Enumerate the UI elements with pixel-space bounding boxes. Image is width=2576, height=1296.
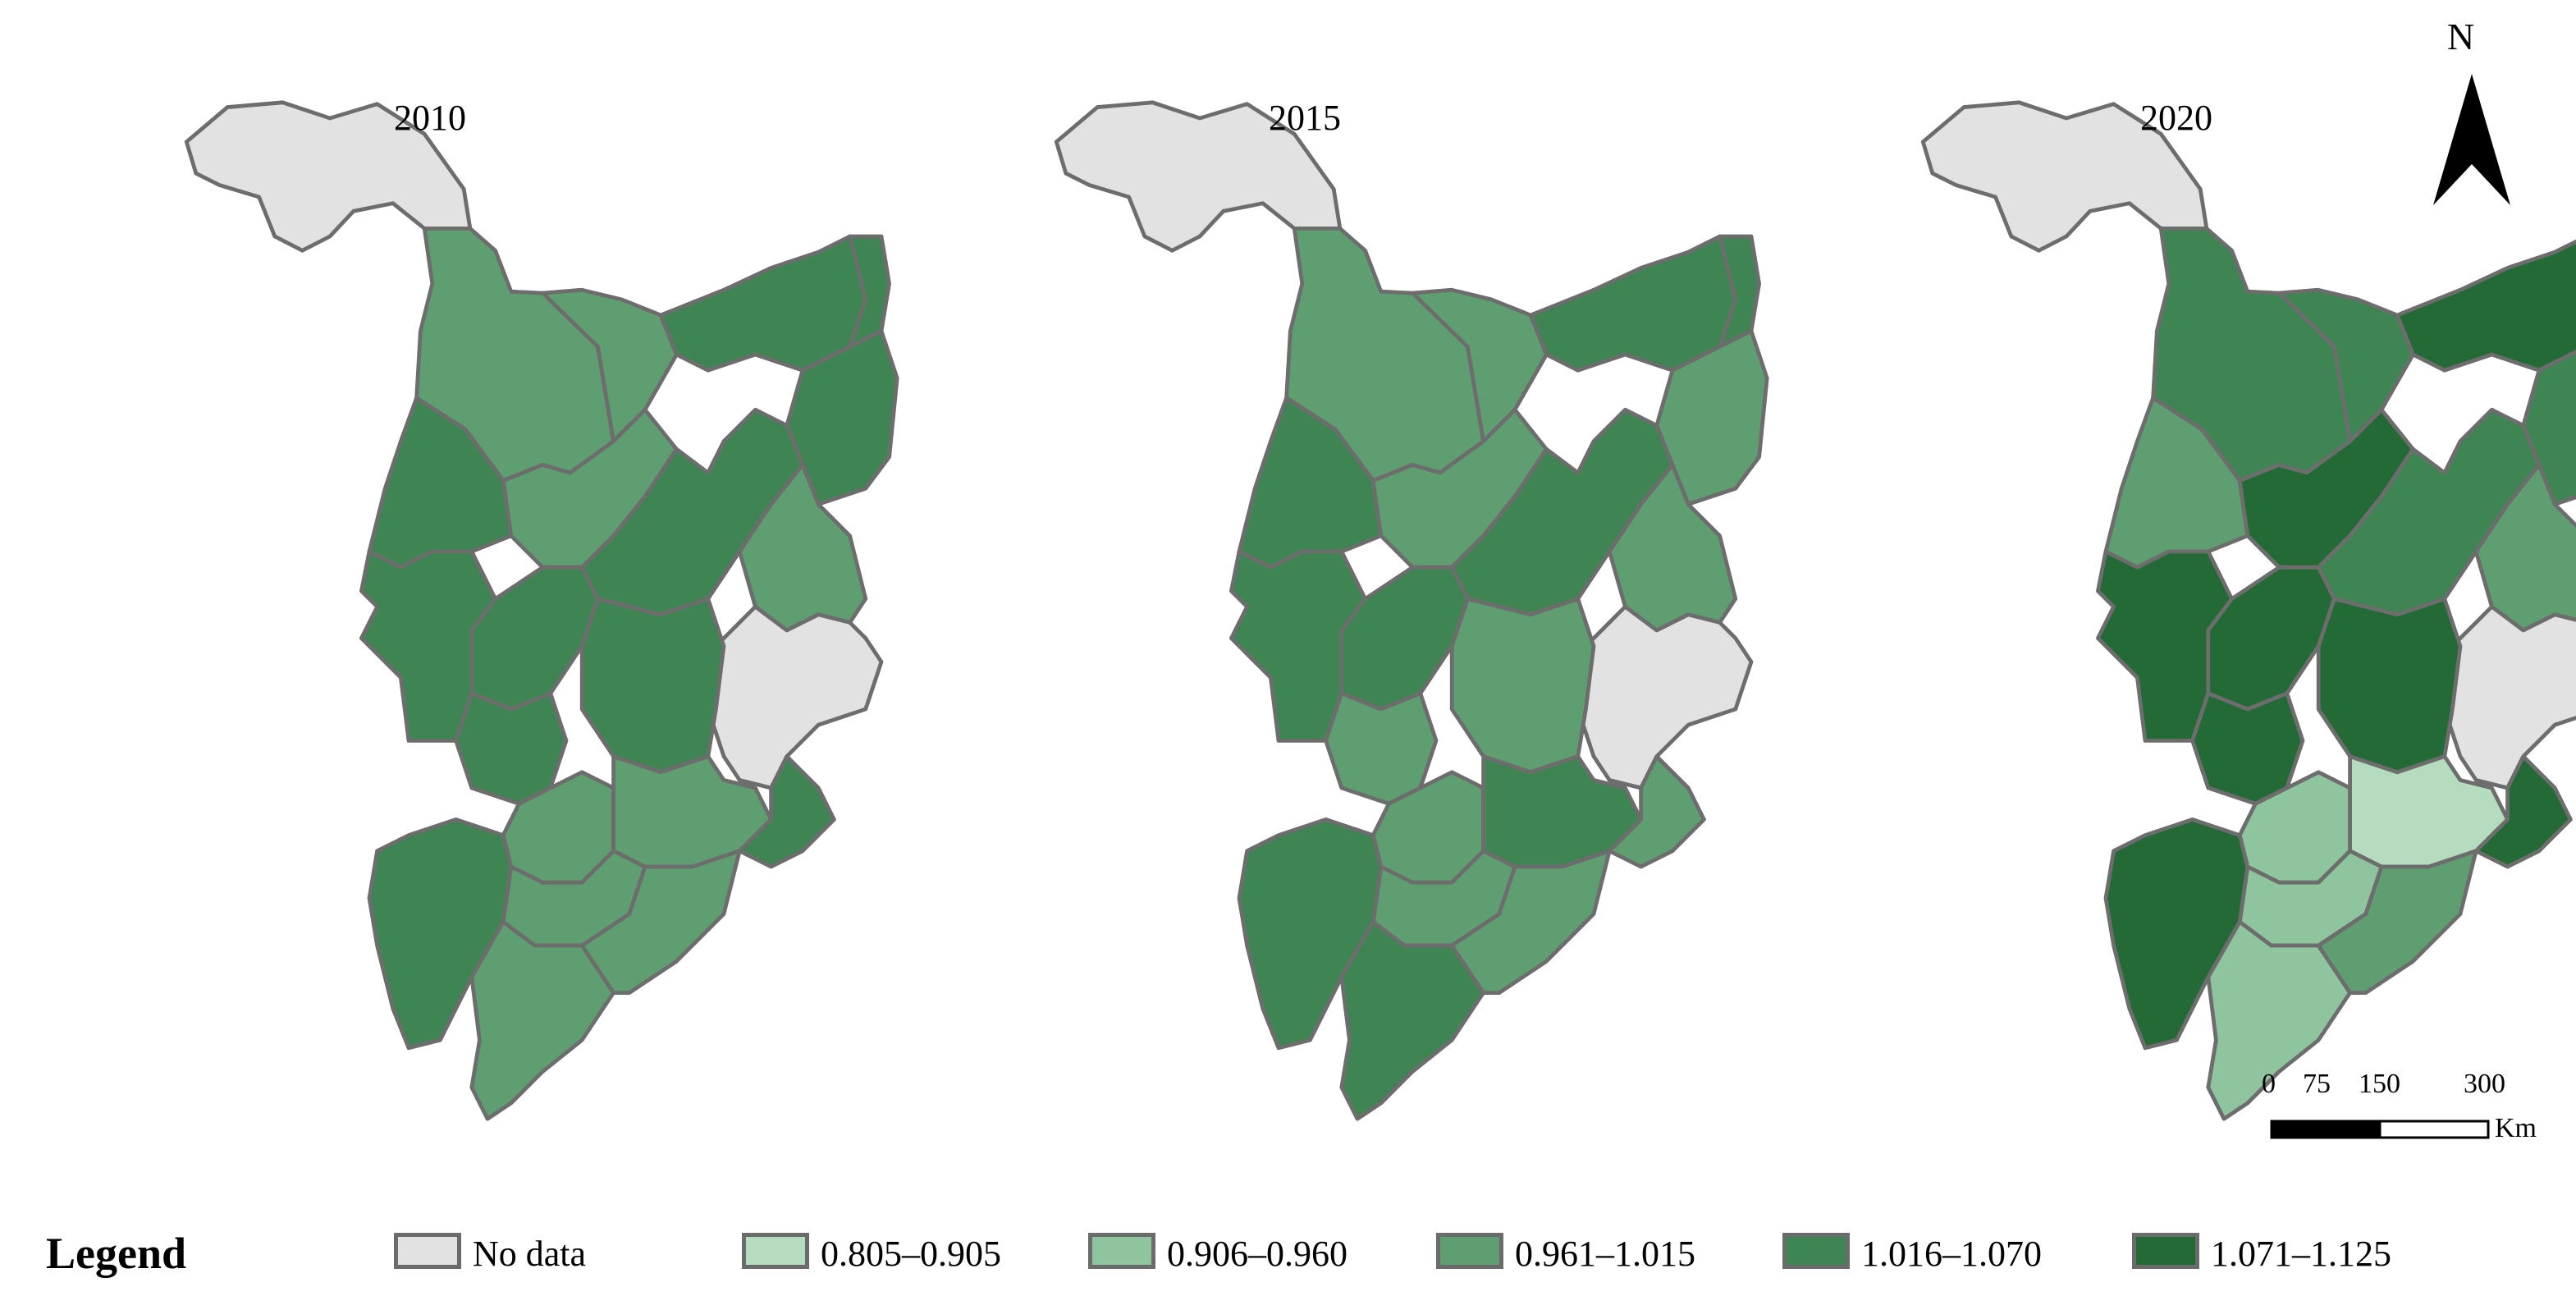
legend-swatch [394,1233,461,1269]
legend-label: No data [473,1234,587,1274]
north-arrow-label: N [2447,16,2475,57]
region-coast_e [2316,849,2478,996]
scale-unit-label: Km [2495,1113,2537,1143]
region-north_tip [1054,100,1343,253]
legend-swatch [2132,1233,2199,1269]
legend-swatch [742,1233,809,1269]
region-peninsula [1339,919,1486,1121]
region-coast_e [1449,849,1612,996]
map-panel-2015 [1054,100,1769,1121]
region-southwest_tip [367,817,514,1051]
region-peninsula [469,919,616,1121]
region-center_south [579,597,726,775]
scale-tick-300: 300 [2464,1069,2505,1099]
region-northeast_a [2395,239,2576,373]
map-panel-2020 [1920,100,2576,1121]
region-northeast_c [785,328,899,506]
region-northeast_c [2521,350,2576,506]
legend-swatch [1782,1233,1850,1269]
panel-title-2020: 2020 [2140,98,2212,138]
legend-label: 1.071–1.125 [2211,1234,2391,1274]
scale-tick-75: 75 [2303,1069,2331,1099]
panel-title-2010: 2010 [394,98,466,138]
legend-label: 1.016–1.070 [1861,1234,2042,1274]
legend-label: 0.906–0.960 [1167,1234,1347,1274]
region-east_nodata [1576,604,1754,790]
scale-bar [2270,1120,2490,1139]
legend-title: Legend [46,1229,187,1278]
region-northeast_a [1528,234,1738,373]
legend-swatch [1436,1233,1503,1269]
north-arrow-icon [2433,74,2510,205]
region-southwest_tip [2103,817,2250,1051]
region-center_south [2316,597,2463,775]
scale-tick-150: 150 [2359,1069,2400,1099]
region-coast_n [1607,754,1706,869]
region-coast_n [2473,754,2573,869]
region-northeast_c [1654,328,1769,506]
legend: Legend No data 0.805–0.905 0.906–0.960 0… [0,1223,2576,1289]
region-coast_n [737,754,836,869]
legend-label: 0.805–0.905 [821,1234,1001,1274]
legend-swatch [1088,1233,1155,1269]
scale-tick-0: 0 [2262,1069,2276,1099]
region-north_tip [184,100,473,253]
region-peninsula [2206,919,2353,1121]
region-east_nodata [2442,604,2576,790]
region-southwest_tip [1237,817,1384,1051]
region-east_nodata [706,604,884,790]
panel-title-2015: 2015 [1269,98,1341,138]
region-northeast_a [658,234,868,373]
region-north_tip [1920,100,2209,253]
region-coast_e [579,849,742,996]
map-panel-2010 [184,100,899,1121]
legend-label: 0.961–1.015 [1515,1234,1695,1274]
region-center_south [1449,597,1596,775]
